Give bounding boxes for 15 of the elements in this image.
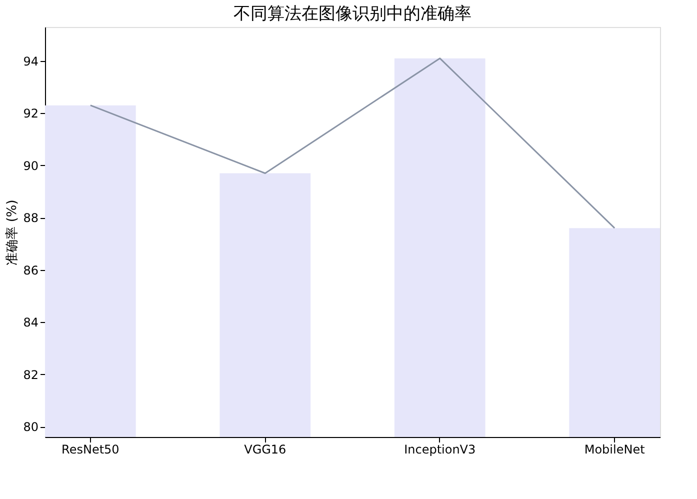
chart-title: 不同算法在图像识别中的准确率 [234, 4, 472, 24]
x-tick-label: MobileNet [584, 442, 646, 456]
y-tick-label: 84 [23, 316, 38, 330]
y-tick-label: 90 [23, 158, 38, 173]
y-tick-label: 88 [23, 211, 38, 226]
y-tick-label: 80 [23, 420, 38, 434]
line-series [90, 58, 616, 229]
x-tick-label: ResNet50 [62, 442, 120, 456]
y-axis-title: 准确率 (%) [4, 200, 20, 266]
y-tick-label: 82 [23, 368, 38, 382]
x-tick-label: InceptionV3 [404, 442, 476, 456]
y-tick-label: 86 [23, 263, 38, 278]
y-tick-label: 94 [23, 54, 38, 68]
y-tick-label: 92 [23, 106, 38, 121]
x-tick-label: VGG16 [244, 442, 286, 456]
